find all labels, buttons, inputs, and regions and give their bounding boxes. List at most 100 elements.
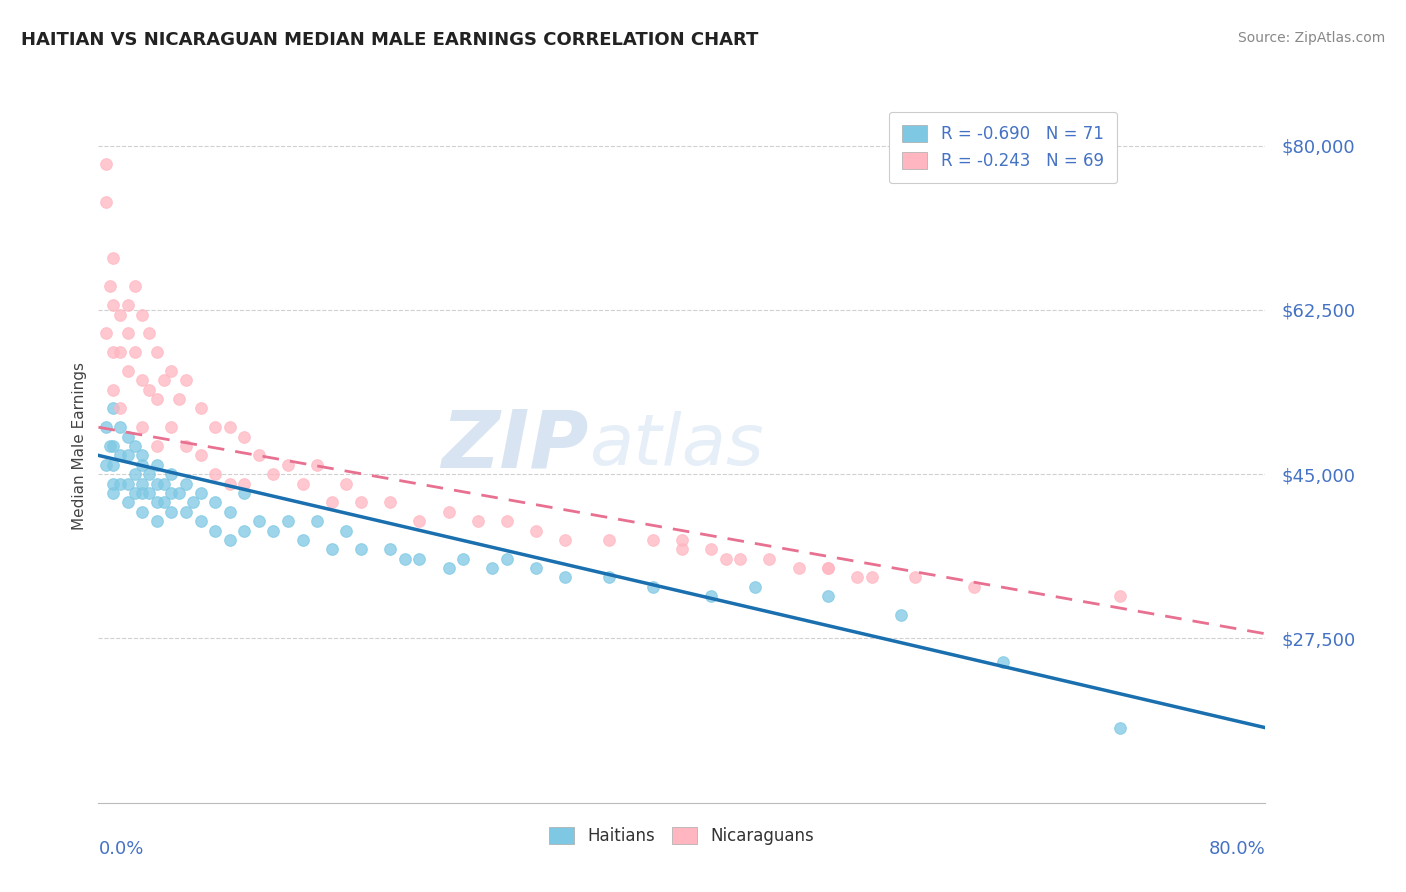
Point [117,429,139,443]
Point [131,458,153,472]
Point [160,486,183,500]
Point [991,655,1014,669]
Point [131,308,153,322]
Text: HAITIAN VS NICARAGUAN MEDIAN MALE EARNINGS CORRELATION CHART: HAITIAN VS NICARAGUAN MEDIAN MALE EARNIN… [21,31,758,49]
Point [110,345,132,359]
Point [598,570,620,584]
Text: 0.0%: 0.0% [98,840,143,858]
Point [117,326,139,341]
Point [94,157,117,171]
Point [641,580,664,594]
Point [204,420,226,434]
Point [204,495,226,509]
Point [496,514,519,528]
Point [174,505,197,519]
Point [131,420,153,434]
Point [817,589,839,603]
Point [218,505,240,519]
Point [146,495,169,509]
Point [117,298,139,312]
Point [380,542,402,557]
Point [554,533,576,547]
Point [233,429,256,443]
Point [350,495,373,509]
Point [101,401,124,416]
Point [124,439,146,453]
Point [153,476,176,491]
Point [94,326,117,341]
Point [131,505,153,519]
Point [174,476,197,491]
Point [110,420,132,434]
Point [138,326,160,341]
Point [138,467,160,482]
Point [218,476,240,491]
Point [233,486,256,500]
Point [138,486,160,500]
Point [117,495,139,509]
Point [153,495,176,509]
Point [817,561,839,575]
Point [277,514,299,528]
Point [437,505,460,519]
Point [110,449,132,463]
Point [714,551,737,566]
Point [394,551,416,566]
Point [451,551,474,566]
Point [671,542,693,557]
Point [153,373,176,387]
Point [860,570,883,584]
Point [408,514,430,528]
Point [218,420,240,434]
Point [124,467,146,482]
Point [1108,589,1130,603]
Point [101,345,124,359]
Point [291,476,314,491]
Point [321,495,343,509]
Point [101,298,124,312]
Point [117,476,139,491]
Point [124,345,146,359]
Point [904,570,927,584]
Point [1108,721,1130,735]
Point [110,476,132,491]
Point [481,561,503,575]
Point [437,561,460,575]
Text: 80.0%: 80.0% [1209,840,1265,858]
Point [962,580,984,594]
Point [124,279,146,293]
Point [146,514,169,528]
Point [890,607,912,622]
Point [181,495,204,509]
Point [291,533,314,547]
Point [101,458,124,472]
Point [233,524,256,538]
Point [131,486,153,500]
Point [98,439,121,453]
Point [190,401,212,416]
Point [307,514,329,528]
Point [671,533,693,547]
Point [247,514,270,528]
Point [131,476,153,491]
Point [101,476,124,491]
Point [131,449,153,463]
Point [101,486,124,500]
Point [730,551,752,566]
Point [146,439,169,453]
Point [408,551,430,566]
Point [190,486,212,500]
Point [124,486,146,500]
Point [700,589,723,603]
Legend: Haitians, Nicaraguans: Haitians, Nicaraguans [543,820,821,852]
Point [233,476,256,491]
Point [94,420,117,434]
Point [744,580,766,594]
Point [554,570,576,584]
Point [277,458,299,472]
Point [101,439,124,453]
Point [817,561,839,575]
Point [160,467,183,482]
Point [110,401,132,416]
Point [190,449,212,463]
